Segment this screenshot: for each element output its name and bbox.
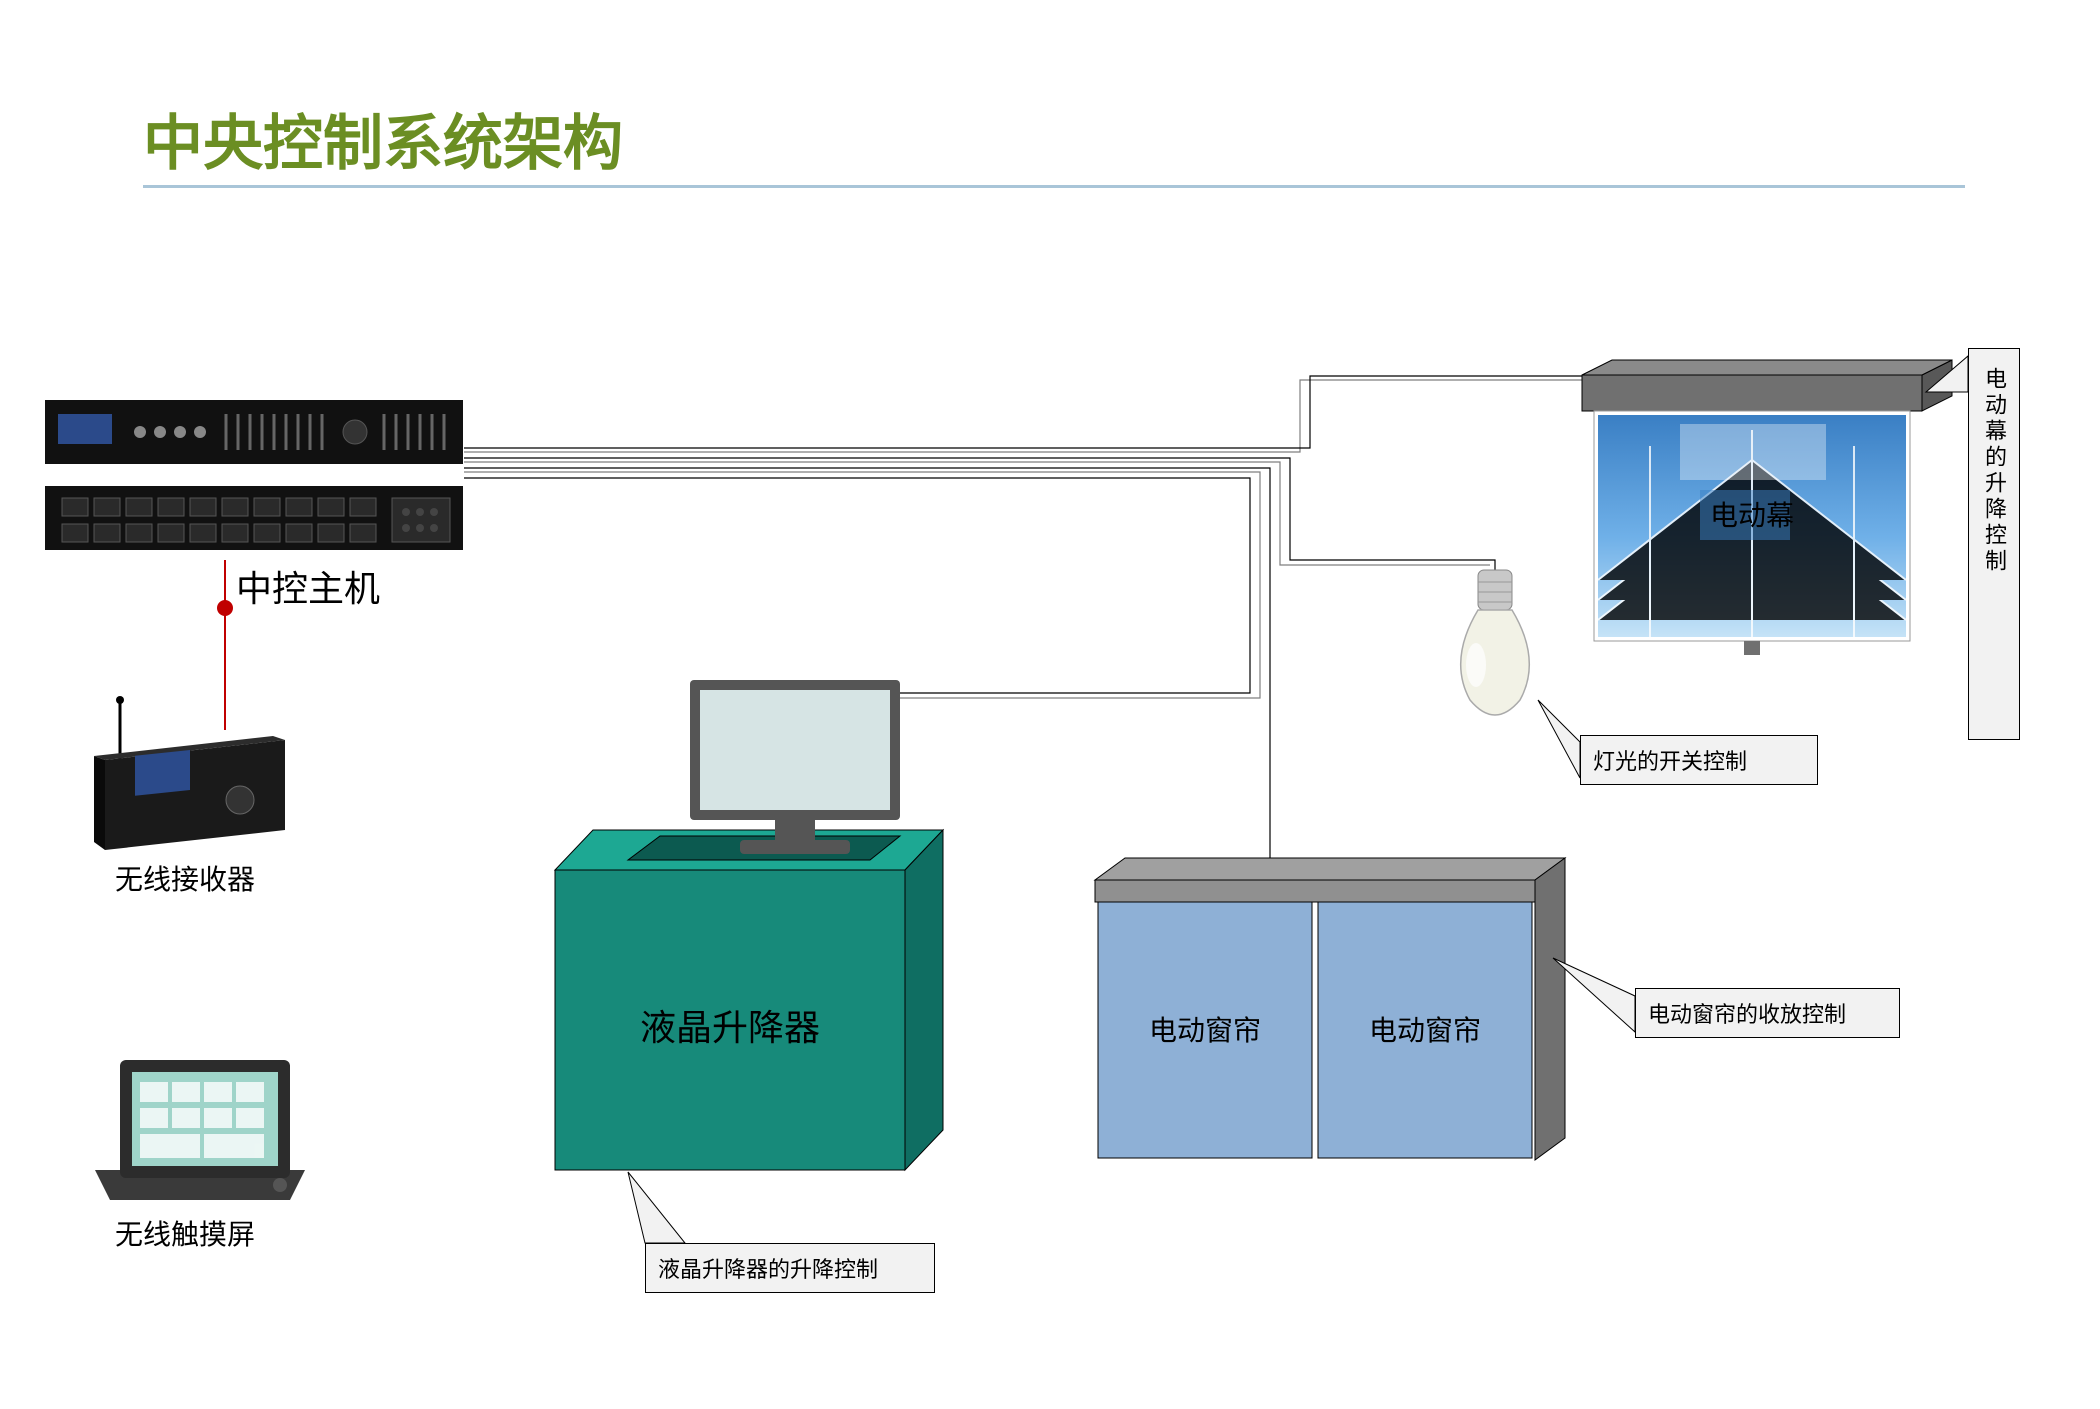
wireless-touchscreen-label: 无线触摸屏 [115, 1213, 255, 1253]
curtain-right-label: 电动窗帘 [1369, 1015, 1481, 1046]
architecture-diagram: 液晶升降器 电动窗帘 电动窗帘 [0, 0, 2100, 1409]
callout-light: 灯光的开关控制 [1580, 735, 1818, 785]
central-host [45, 400, 463, 550]
wireless-touchscreen [95, 1060, 305, 1200]
projection-screen-label: 电动幕 [1710, 500, 1794, 531]
callout-screen: 电动幕的升降控制 [1968, 348, 2020, 740]
central-host-label: 中控主机 [236, 560, 380, 612]
projection-screen: 电动幕 [1582, 360, 1952, 655]
link-host-receiver-dot [217, 600, 233, 616]
curtain-left-label: 电动窗帘 [1149, 1015, 1261, 1046]
callout-curtain: 电动窗帘的收放控制 [1635, 988, 1900, 1038]
callout-lcd-lifter: 液晶升降器的升降控制 [645, 1243, 935, 1293]
wireless-receiver [94, 696, 285, 850]
light-bulb [1461, 570, 1530, 715]
lcd-lifter: 液晶升降器 [555, 830, 943, 1170]
monitor [690, 680, 900, 854]
wireless-receiver-label: 无线接收器 [115, 858, 255, 898]
control-wires [464, 376, 1582, 860]
lcd-lifter-label: 液晶升降器 [640, 1007, 820, 1048]
electric-curtain: 电动窗帘 电动窗帘 [1095, 858, 1565, 1160]
